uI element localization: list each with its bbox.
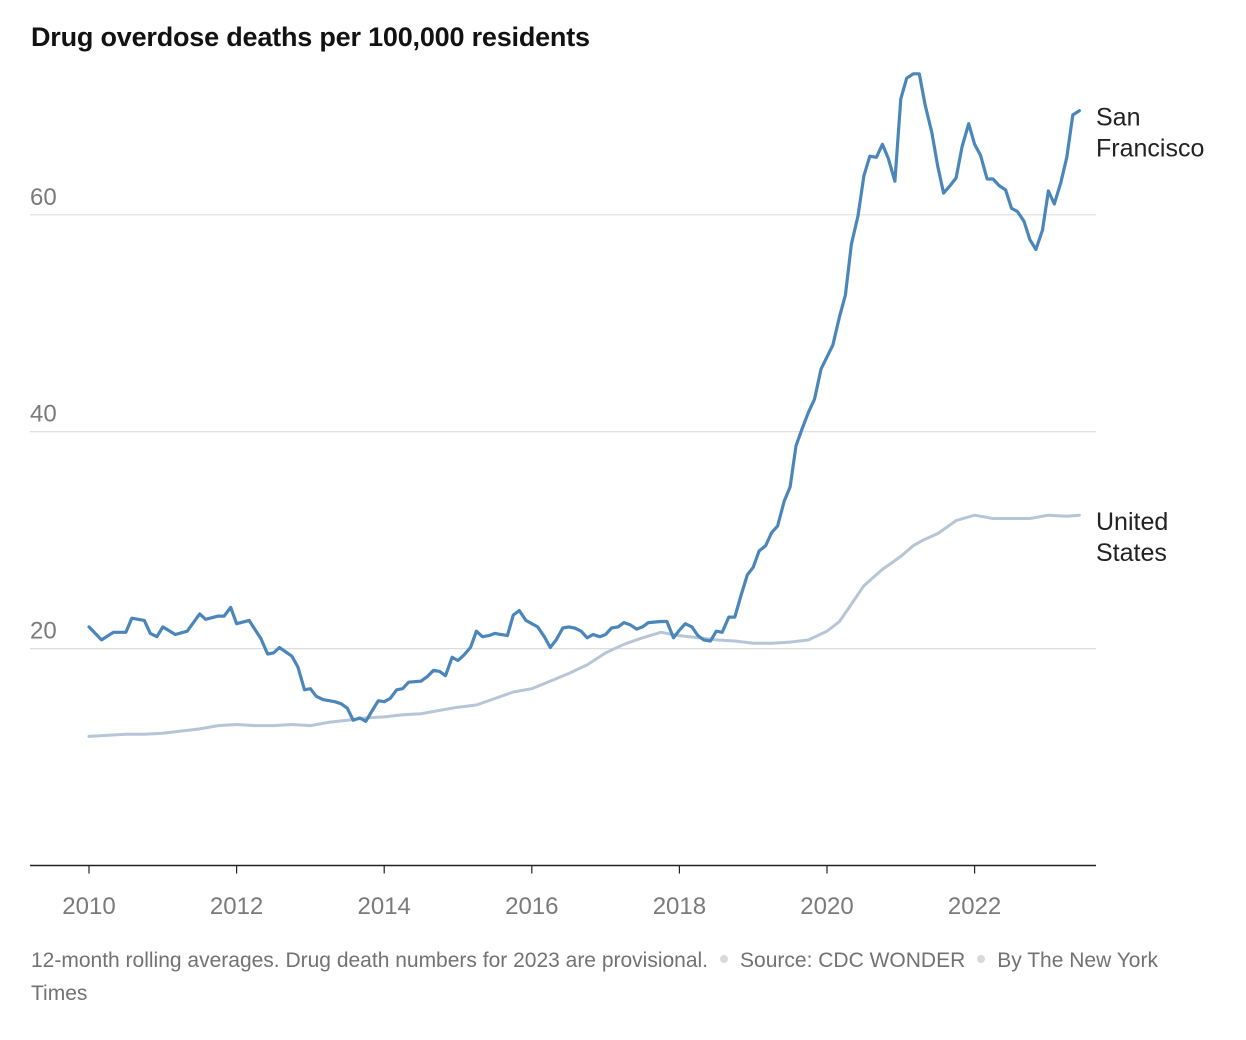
series-label-line: Francisco — [1096, 135, 1204, 163]
x-tick-label: 2020 — [800, 893, 853, 920]
chart-title: Drug overdose deaths per 100,000 residen… — [31, 22, 590, 52]
y-tick-label: 40 — [30, 401, 57, 428]
y-axis-tick-labels: 20 40 60 — [30, 184, 57, 645]
series-line-san-francisco — [87, 72, 1081, 723]
series-labels: San Francisco United States — [1096, 104, 1204, 568]
series-label-line: United — [1096, 508, 1168, 536]
series-label-united-states: United States — [1096, 508, 1168, 567]
x-axis: 2010 2012 2014 2016 2018 2020 2022 — [30, 864, 1096, 920]
line-chart: 20 40 60 2010 2012 2014 2016 2018 2020 2022 San F… — [30, 72, 1204, 920]
x-tick-label: 2010 — [62, 893, 115, 920]
footer-note: 12-month rolling averages. Drug death nu… — [31, 949, 709, 972]
footer-source: Source: CDC WONDER — [740, 949, 966, 972]
separator-dot — [720, 955, 729, 964]
x-tick-label: 2022 — [948, 893, 1001, 920]
series-label-san-francisco: San Francisco — [1096, 104, 1204, 163]
x-tick-label: 2018 — [653, 893, 706, 920]
series-lines — [87, 72, 1081, 738]
gridlines — [30, 214, 1096, 650]
x-tick-label: 2012 — [210, 893, 263, 920]
chart-footer: 12-month rolling averages. Drug death nu… — [31, 944, 1201, 1010]
footer-credit: By The New York Times — [31, 949, 1158, 1005]
separator-dot — [977, 955, 986, 964]
series-line-united-states — [87, 513, 1081, 738]
x-tick-label: 2014 — [358, 893, 411, 920]
series-label-line: San — [1096, 104, 1140, 132]
series-label-line: States — [1096, 539, 1167, 567]
y-tick-label: 60 — [30, 184, 57, 211]
x-tick-label: 2016 — [505, 893, 558, 920]
y-tick-label: 20 — [30, 618, 57, 645]
